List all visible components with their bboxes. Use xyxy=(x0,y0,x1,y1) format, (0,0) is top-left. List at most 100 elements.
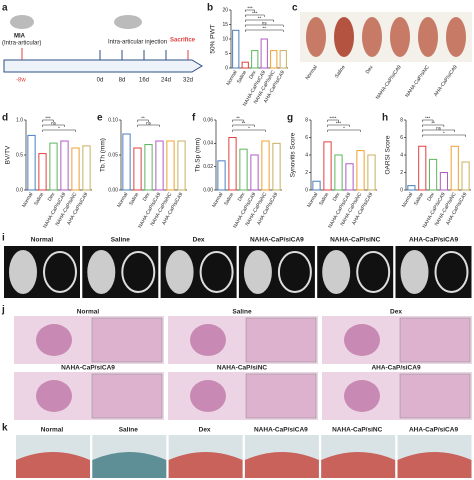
histology-joint xyxy=(190,380,226,412)
timeline-day: 24d xyxy=(161,78,171,84)
y-tick-label: 6 xyxy=(305,135,308,141)
joint-photo xyxy=(390,17,410,57)
bar xyxy=(232,29,240,69)
x-tick-label: Saline xyxy=(128,191,140,206)
bar xyxy=(177,140,186,191)
x-tick-label: Saline xyxy=(318,191,330,206)
histology-zoom xyxy=(399,317,471,363)
mouse-icon xyxy=(10,15,34,29)
sig-label: * xyxy=(58,126,60,131)
timeline-day: 16d xyxy=(139,78,149,84)
safranin-title: NAHA-CaP/siNC xyxy=(332,427,383,434)
sig-bracket xyxy=(137,119,149,122)
sig-bracket xyxy=(232,124,255,127)
y-tick-label: 20 xyxy=(222,7,228,13)
bar xyxy=(38,153,47,191)
bar xyxy=(217,160,226,191)
safranin-title: AHA-CaP/siCA9 xyxy=(409,427,459,434)
bar xyxy=(418,145,427,191)
x-tick-label: Saline xyxy=(223,191,235,206)
safranin-title: Dex xyxy=(199,427,211,434)
sig-bracket xyxy=(422,134,466,137)
y-tick-label: 1.0 xyxy=(16,117,23,123)
x-tick-label: Dex xyxy=(237,191,247,202)
safranin-title: Normal xyxy=(41,427,64,434)
bar xyxy=(241,61,249,69)
sig-bracket xyxy=(42,119,54,122)
y-tick-label: 0.00 xyxy=(203,187,213,193)
sig-bracket xyxy=(422,129,455,132)
bar xyxy=(27,134,36,191)
y-tick-label: 4 xyxy=(400,152,403,158)
x-tick-label: Normal xyxy=(116,192,129,209)
sig-bracket xyxy=(245,14,265,17)
sig-bracket xyxy=(245,9,255,12)
sig-bracket xyxy=(327,129,361,132)
sig-label: *** xyxy=(252,11,258,16)
bar xyxy=(312,180,321,191)
histology-title: Saline xyxy=(232,309,252,316)
y-tick-label: 0 xyxy=(305,187,308,193)
histology-title: Normal xyxy=(77,309,100,316)
histology-title: Dex xyxy=(390,309,402,316)
photo-label: AHA-CaP/siCA9 xyxy=(433,64,459,97)
histology-zoom xyxy=(91,373,163,419)
ct-bone xyxy=(87,250,116,294)
x-tick-label: Saline xyxy=(33,191,45,206)
sig-bracket xyxy=(42,129,76,132)
histology-title: NAHA-CaP/siNC xyxy=(217,365,268,372)
x-tick-label: Dex xyxy=(142,191,152,202)
bar xyxy=(49,142,58,191)
bar xyxy=(122,133,131,191)
y-axis-title: Tb.Th (mm) xyxy=(100,138,107,172)
joint-photo xyxy=(418,17,438,57)
y-axis-title: OARSI Score xyxy=(385,135,392,174)
panel-label: b xyxy=(207,3,213,14)
bar xyxy=(450,145,459,191)
ct-bone xyxy=(43,251,77,293)
sig-label: *** xyxy=(247,6,253,11)
timeline-text: Intra-articular injection xyxy=(108,40,167,46)
panel-label: g xyxy=(287,113,293,124)
y-tick-label: 0.02 xyxy=(203,164,213,170)
photo-label: Normal xyxy=(305,64,319,81)
joint-photo xyxy=(334,17,354,57)
joint-photo xyxy=(446,17,466,57)
timeline-text: (Intra-articular) xyxy=(2,41,41,47)
x-tick-label: Normal xyxy=(211,192,224,209)
y-tick-label: 5 xyxy=(225,51,228,57)
y-tick-label: 0 xyxy=(225,65,228,71)
photo-bg xyxy=(300,12,472,62)
panel-label: c xyxy=(292,3,298,14)
x-tick-label: Dex xyxy=(426,191,436,202)
y-tick-label: 0.05 xyxy=(108,152,118,158)
y-tick-label: 15 xyxy=(222,22,228,28)
histology-zoom xyxy=(399,373,471,419)
bar xyxy=(429,158,438,191)
sig-label: ** xyxy=(141,116,145,121)
panel-label: h xyxy=(382,113,388,124)
x-tick-label: Normal xyxy=(306,192,319,209)
bar xyxy=(260,38,268,69)
sig-bracket xyxy=(232,119,244,122)
sig-label: ns xyxy=(436,126,442,131)
sig-label: *** xyxy=(45,116,51,121)
histology-title: AHA-CaP/siCA9 xyxy=(371,365,421,372)
safranin-cartilage xyxy=(397,452,472,478)
timeline-text: Sacrifice xyxy=(170,38,196,44)
y-tick-label: 8 xyxy=(305,117,308,123)
timeline-day: 8d xyxy=(119,78,126,84)
y-tick-label: 2 xyxy=(400,170,403,176)
sig-label: ns xyxy=(146,121,152,126)
sig-label: ** xyxy=(236,116,240,121)
bar xyxy=(439,172,448,191)
sig-label: ** xyxy=(431,121,435,126)
ct-bone xyxy=(9,250,37,294)
safranin-title: Saline xyxy=(119,427,139,434)
y-tick-label: 2 xyxy=(305,170,308,176)
ct-title: NAHA-CaP/siNC xyxy=(330,237,381,244)
x-tick-label: Dex xyxy=(332,191,342,202)
bar xyxy=(356,150,365,191)
bar xyxy=(251,50,259,69)
sig-label: *** xyxy=(336,121,342,126)
